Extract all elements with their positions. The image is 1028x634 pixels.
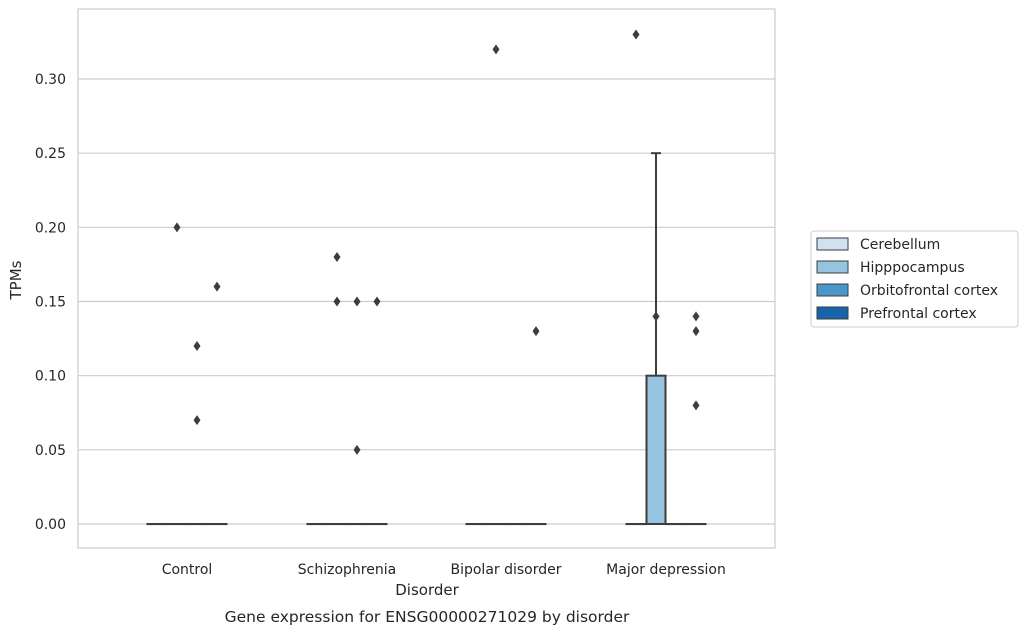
series-prefrontal-cortex [206, 281, 707, 526]
y-axis-ticks: 0.00 0.05 0.10 0.15 0.20 0.25 0.30 [35, 72, 66, 533]
outlier-point [692, 326, 700, 337]
outlier-point [213, 281, 221, 292]
legend-label: Cerebellum [860, 237, 940, 253]
x-tick-label: Bipolar disorder [450, 562, 561, 578]
legend-swatch [816, 237, 849, 251]
outlier-point [193, 415, 201, 426]
legend-swatch [816, 306, 849, 320]
series-hipppocampus [166, 44, 667, 526]
y-tick-label: 0.15 [35, 295, 66, 311]
figure-caption: Gene expression for ENSG00000271029 by d… [225, 608, 630, 626]
legend-label: Orbitofrontal cortex [860, 283, 998, 299]
y-tick-label: 0.25 [35, 146, 66, 162]
x-tick-label: Major depression [606, 562, 726, 578]
gridlines [78, 78, 775, 525]
plot-area [77, 8, 776, 549]
outlier-point [532, 326, 540, 337]
legend-swatch [816, 260, 849, 274]
legend-label: Hipppocampus [860, 260, 965, 276]
y-tick-label: 0.00 [35, 517, 66, 533]
series-cerebellum [146, 29, 647, 526]
outlier-point [353, 296, 361, 307]
outlier-point [193, 341, 201, 351]
outlier-point [692, 311, 700, 322]
y-tick-label: 0.10 [35, 369, 66, 385]
outlier-point [373, 296, 381, 307]
outlier-point [632, 29, 640, 40]
outlier-point [692, 400, 700, 411]
outlier-point [652, 311, 660, 322]
x-tick-label: Control [162, 562, 213, 578]
outlier-point [333, 252, 341, 262]
legend-label: Prefrontal cortex [860, 306, 977, 322]
y-tick-label: 0.30 [35, 72, 66, 88]
outlier-point [173, 222, 181, 233]
x-tick-label: Schizophrenia [298, 562, 396, 578]
outlier-point [353, 444, 361, 455]
box-series-group [146, 29, 707, 526]
y-axis-label: TPMs [7, 260, 25, 300]
x-axis-ticks: Control Schizophrenia Bipolar disorder Majo… [162, 562, 726, 578]
outlier-point [333, 296, 341, 307]
outlier-point [492, 44, 500, 55]
y-tick-label: 0.20 [35, 220, 66, 236]
legend-swatch [816, 283, 849, 297]
y-tick-label: 0.05 [35, 443, 66, 459]
x-axis-label: Disorder [395, 581, 459, 599]
box [645, 374, 667, 525]
legend-frame [810, 230, 1019, 328]
legend: Cerebellum Hipppocampus Orbitofrontal cort… [810, 230, 1019, 328]
series-orbitofrontal-cortex [186, 296, 687, 526]
